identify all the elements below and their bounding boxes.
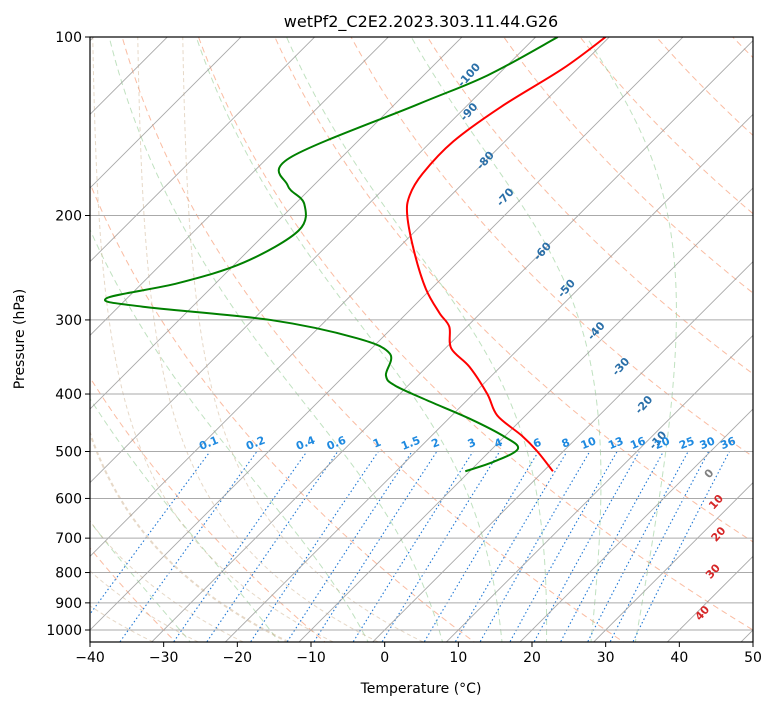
- mixing-ratio-line: [352, 451, 474, 642]
- mixing-ratio-line: [381, 451, 501, 642]
- moist-adiabat-line: [90, 228, 369, 642]
- dry-adiabat-line: [90, 182, 476, 642]
- y-tick-label: 800: [55, 566, 82, 582]
- chart-title: wetPf2_C2E2.2023.303.11.44.G26: [284, 12, 558, 32]
- mixing-ratio-line: [454, 451, 568, 642]
- mixing-ratio-line: [313, 451, 438, 642]
- mixing-ratio-line: [206, 451, 339, 642]
- isotherm-line: [298, 187, 753, 642]
- y-tick-label: 100: [55, 30, 82, 46]
- x-tick-label: −10: [296, 650, 326, 666]
- isotherm-line: [90, 37, 463, 410]
- isotherm-line: [90, 37, 610, 557]
- y-axis-label: Pressure (hPa): [12, 289, 28, 389]
- x-tick-label: 10: [449, 650, 467, 666]
- dewpoint-profile-line: [104, 37, 559, 473]
- mixing-ratio-line: [249, 451, 379, 642]
- x-axis-label: Temperature (°C): [360, 681, 482, 697]
- mixing-ratio-label: 36: [719, 434, 738, 452]
- mixing-ratio-line: [632, 451, 730, 642]
- mixing-ratio-label: 10: [579, 434, 598, 452]
- isotherm-line: [90, 37, 389, 336]
- plot-frame: [89, 36, 754, 643]
- temperature-profile-line: [405, 37, 607, 472]
- isotherm-line: [90, 37, 684, 631]
- mixing-ratio-label: 3: [466, 436, 478, 451]
- y-axis-ticks: 100 200 300 400 500 600 700 800 900 1000: [46, 30, 90, 639]
- mixing-ratio-line: [90, 451, 211, 616]
- isotherm-line: [90, 37, 316, 263]
- y-tick-label: 600: [55, 491, 82, 507]
- isotherm-line: [593, 482, 753, 642]
- y-tick-label: 500: [55, 444, 82, 460]
- x-tick-label: −30: [149, 650, 179, 666]
- mixing-ratio-line: [172, 451, 308, 642]
- plot-area: [90, 37, 753, 642]
- mixing-ratio-line: [479, 451, 591, 642]
- mixing-ratio-label: 25: [677, 434, 696, 452]
- isotherm-line: [224, 113, 753, 642]
- x-tick-label: −40: [75, 650, 105, 666]
- isotherm-line: [445, 334, 753, 642]
- x-tick-label: −20: [223, 650, 253, 666]
- x-tick-label: 20: [523, 650, 541, 666]
- x-axis-ticks: −40 −30 −20 −10 0 10 20 30 40 50: [75, 642, 762, 666]
- isotherm-line: [90, 37, 537, 484]
- mixing-ratio-label: 2: [430, 436, 442, 451]
- mixing-ratio-line: [119, 451, 258, 642]
- mixing-ratio-line: [559, 451, 664, 642]
- sounding-profiles: [104, 37, 607, 473]
- isotherm-line: [519, 408, 753, 642]
- mixing-ratio-line: [586, 451, 689, 642]
- mixing-ratio-label: 1: [371, 436, 383, 451]
- mixing-ratio-label: 8: [560, 436, 572, 451]
- y-tick-label: 900: [55, 596, 82, 612]
- mixing-ratio-label: 30: [698, 434, 717, 452]
- y-tick-label: 700: [55, 531, 82, 547]
- y-tick-label: 300: [55, 313, 82, 329]
- background-lines: [90, 37, 753, 642]
- x-tick-label: 40: [670, 650, 688, 666]
- mixing-ratio-label: 13: [606, 434, 625, 452]
- y-tick-label: 200: [55, 209, 82, 225]
- mixing-ratio-label: 20: [653, 434, 672, 452]
- y-tick-label: 400: [55, 387, 82, 403]
- mixing-ratio-line: [286, 451, 413, 642]
- x-tick-label: 50: [744, 650, 762, 666]
- isotherm-line: [90, 37, 242, 189]
- y-tick-label: 1000: [46, 623, 82, 639]
- isotherm-line: [372, 261, 753, 642]
- x-tick-label: 0: [380, 650, 389, 666]
- isotherm-line: [151, 40, 753, 642]
- mixing-ratio-label: 16: [628, 434, 647, 452]
- x-tick-label: 30: [597, 650, 615, 666]
- mixing-ratio-line: [609, 451, 710, 642]
